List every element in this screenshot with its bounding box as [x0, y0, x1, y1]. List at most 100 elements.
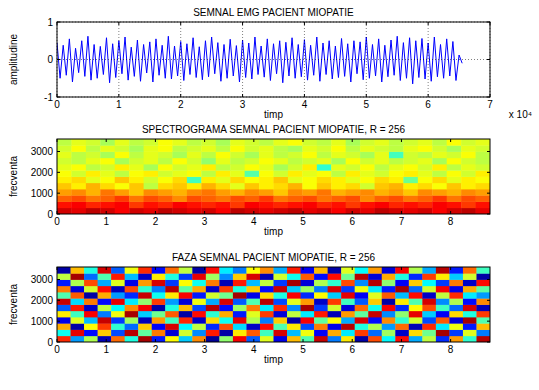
heatmap-cell [360, 139, 375, 146]
heatmap-cell [216, 139, 231, 146]
heatmap-cell [115, 183, 130, 190]
heatmap-cell [246, 330, 260, 337]
heatmap-cell [382, 305, 396, 312]
heatmap-cell [230, 145, 245, 152]
heatmap-cell [432, 177, 447, 184]
heatmap-cell [274, 183, 289, 190]
heatmap-cell [314, 298, 328, 305]
heatmap-cell [100, 195, 115, 202]
heatmap-cell [192, 323, 206, 330]
heatmap-cell [165, 298, 179, 305]
x-tick [253, 139, 254, 142]
heatmap-cell [389, 158, 404, 165]
heatmap-cell [233, 292, 247, 299]
heatmap-cell [152, 323, 166, 330]
heatmap-cell [57, 189, 72, 196]
heatmap-cell [259, 152, 274, 159]
heatmap-cell [206, 280, 220, 287]
heatmap-cell [328, 336, 342, 342]
heatmap-cell [346, 170, 361, 177]
heatmap-cell [274, 305, 288, 312]
heatmap-cell [100, 189, 115, 196]
heatmap-cell [436, 273, 450, 280]
x-tick [304, 22, 305, 25]
heatmap-cell [403, 183, 418, 190]
x-tick-label: 5 [300, 344, 306, 355]
heatmap-cell [328, 273, 342, 280]
heatmap-cell [245, 177, 260, 184]
heatmap-cell [463, 330, 477, 337]
heatmap-cell [375, 170, 390, 177]
heatmap-cell [341, 292, 355, 299]
heatmap-cell [476, 189, 490, 196]
y-tick [487, 300, 490, 301]
heatmap-cell [245, 158, 260, 165]
heatmap-cell [230, 195, 245, 202]
heatmap-cell [98, 298, 112, 305]
x-tick [180, 22, 181, 25]
y-tick-label: 0 [47, 337, 53, 348]
heatmap-cell [449, 298, 463, 305]
heatmap-cell [389, 152, 404, 159]
heatmap-cell [432, 170, 447, 177]
heatmap-cell [288, 139, 303, 146]
heatmap-cell [57, 323, 71, 330]
heatmap-cell [287, 336, 301, 342]
heatmap-cell [259, 208, 274, 214]
heatmap-cell [274, 202, 289, 209]
heatmap-cell [328, 298, 342, 305]
heatmap-cell [158, 164, 173, 171]
heatmap-cell [287, 317, 301, 324]
heatmap-cell [179, 311, 193, 318]
heatmap-cell [395, 330, 409, 337]
heatmap-cell [409, 317, 423, 324]
heatmap-cell [403, 139, 418, 146]
heatmap-cell [395, 336, 409, 342]
heatmap-cell [165, 330, 179, 337]
heatmap-cell [144, 139, 159, 146]
heatmap-cell [360, 189, 375, 196]
heatmap-cell [346, 164, 361, 171]
heatmap-cell [328, 280, 342, 287]
heatmap-cell [331, 170, 346, 177]
x-tick [401, 211, 402, 214]
heatmap-cell [129, 158, 144, 165]
heatmap-cell [152, 330, 166, 337]
heatmap-cell [368, 280, 382, 287]
heatmap-cell [230, 183, 245, 190]
x-tick-label: 5 [364, 99, 370, 110]
heatmap-cell [375, 202, 390, 209]
heatmap-cell [346, 183, 361, 190]
heatmap-cell [274, 286, 288, 293]
heatmap-cell [328, 323, 342, 330]
heatmap-cell [192, 317, 206, 324]
x-tick [204, 211, 205, 214]
heatmap-cell [98, 292, 112, 299]
heatmap-cell [449, 267, 463, 274]
heatmap-cell [447, 164, 462, 171]
y-tick [57, 321, 60, 322]
heatmap-cell [314, 267, 328, 274]
heatmap-cell [246, 317, 260, 324]
x-tick [155, 211, 156, 214]
heatmap-cell [382, 298, 396, 305]
heatmap-cell [274, 267, 288, 274]
heatmap-cell [403, 145, 418, 152]
heatmap-cell [158, 177, 173, 184]
x-tick [204, 139, 205, 142]
heatmap-cell [233, 298, 247, 305]
heatmap-cell [317, 164, 332, 171]
heatmap-cell [314, 286, 328, 293]
heatmap-cell [192, 292, 206, 299]
heatmap-cell [138, 323, 152, 330]
heatmap-cell [432, 139, 447, 146]
heatmap-cell [71, 323, 85, 330]
heatmap-cell [476, 298, 490, 305]
heatmap-cell [346, 139, 361, 146]
heatmap-cell [341, 280, 355, 287]
y-tick [57, 172, 60, 173]
heatmap-cell [476, 139, 490, 146]
heatmap-cell [71, 208, 86, 214]
heatmap-cell [274, 273, 288, 280]
heatmap-cell [476, 208, 490, 214]
